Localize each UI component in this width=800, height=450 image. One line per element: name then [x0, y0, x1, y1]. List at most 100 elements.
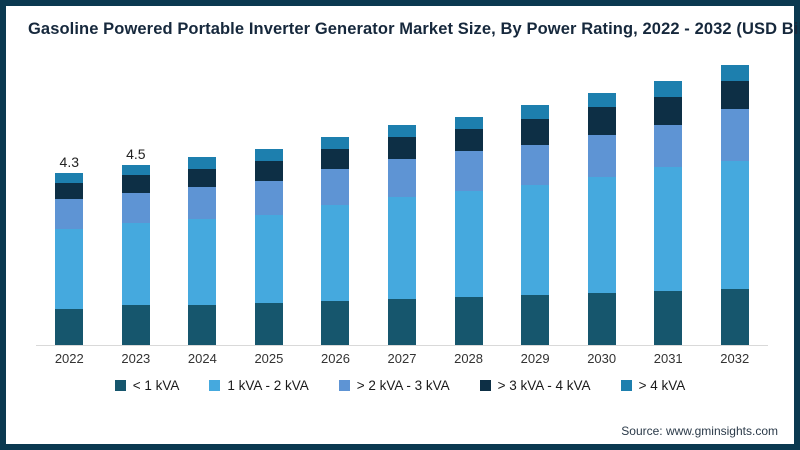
- bar-group-2024: [169, 157, 236, 345]
- bar-segment: [654, 125, 683, 167]
- bar-segment: [720, 109, 749, 161]
- x-tick-label-2031: 2031: [653, 351, 683, 366]
- bar-segment: [720, 161, 749, 289]
- stacked-bar-2028: [454, 117, 483, 345]
- bar-segment: [587, 177, 616, 293]
- bar-group-2029: [502, 105, 569, 345]
- legend-item: < 1 kVA: [114, 378, 180, 393]
- legend-swatch-icon: [114, 380, 126, 391]
- bar-segment: [121, 175, 150, 193]
- bar-value-label-2022: 4.3: [59, 154, 79, 170]
- bar-segment: [55, 199, 84, 229]
- bar-value-label-2023: 4.5: [126, 146, 146, 162]
- bar-segment: [388, 299, 416, 345]
- bar-segment: [587, 107, 616, 135]
- legend: < 1 kVA 1 kVA - 2 kVA > 2 kVA - 3 kVA > 3 k…: [6, 378, 794, 393]
- bar-segment: [587, 293, 616, 345]
- stacked-bar-2025: [254, 149, 283, 345]
- source-attribution: Source: www.gminsights.com: [621, 424, 778, 438]
- bar-segment: [254, 303, 283, 345]
- legend-label: < 1 kVA: [132, 378, 180, 393]
- x-tick-label-2023: 2023: [121, 351, 151, 366]
- bar-segment: [654, 81, 683, 97]
- stacked-bar-2029: [521, 105, 550, 345]
- bar-segment: [454, 297, 483, 345]
- x-tick-label-2028: 2028: [454, 351, 484, 366]
- stacked-bar-2026: [321, 137, 350, 345]
- bar-segment: [121, 165, 150, 175]
- bar-segment: [388, 125, 416, 137]
- bar-segment: [188, 219, 217, 305]
- legend-swatch-icon: [620, 380, 632, 391]
- bar-group-2030: [568, 93, 635, 345]
- stacked-bar-2022: [55, 173, 84, 345]
- legend-swatch-icon: [209, 380, 221, 391]
- bar-segment: [454, 117, 483, 129]
- stacked-bar-2031: [654, 81, 683, 345]
- bar-segment: [321, 169, 350, 205]
- stacked-bar-2030: [587, 93, 616, 345]
- bar-segment: [388, 197, 416, 299]
- bar-segment: [454, 191, 483, 297]
- bar-segment: [521, 295, 550, 345]
- stacked-bar-2023: [121, 165, 150, 345]
- bar-segment: [188, 305, 217, 345]
- bar-group-2025: [236, 149, 303, 345]
- bar-group-2031: [635, 81, 702, 345]
- bar-group-2022: 4.3: [36, 154, 103, 345]
- bar-segment: [55, 183, 84, 199]
- bar-segment: [587, 135, 616, 177]
- x-tick-label-2026: 2026: [321, 351, 350, 366]
- bar-segment: [654, 167, 683, 291]
- bar-segment: [521, 119, 550, 145]
- legend-item: 1 kVA - 2 kVA: [209, 378, 309, 393]
- bar-segment: [521, 185, 550, 295]
- bar-segment: [55, 173, 84, 183]
- bar-segment: [254, 215, 283, 303]
- x-tick-label-2029: 2029: [520, 351, 550, 366]
- plot-area: 4.3 4.5: [36, 39, 768, 346]
- legend-swatch-icon: [479, 380, 491, 391]
- bar-segment: [388, 137, 416, 159]
- bar-group-2032: [701, 65, 768, 345]
- legend-label: > 2 kVA - 3 kVA: [356, 378, 450, 393]
- bar-segment: [521, 105, 550, 119]
- bar-segment: [321, 149, 350, 169]
- bar-segment: [121, 305, 150, 345]
- legend-label: 1 kVA - 2 kVA: [227, 378, 309, 393]
- x-axis-labels: 2022 2023 2024 2025 2026 2027 2028 2029 2030 2031…: [36, 351, 768, 366]
- bar-segment: [188, 157, 217, 169]
- bar-segment: [321, 205, 350, 301]
- bar-segment: [121, 223, 150, 305]
- stacked-bar-2024: [188, 157, 217, 345]
- bar-segment: [254, 181, 283, 215]
- bar-segment: [654, 97, 683, 125]
- legend-label: > 4 kVA: [638, 378, 686, 393]
- x-tick-label-2030: 2030: [587, 351, 617, 366]
- bar-segment: [720, 65, 749, 81]
- stacked-bar-2027: [388, 125, 416, 345]
- bar-segment: [521, 145, 550, 185]
- legend-item: > 2 kVA - 3 kVA: [338, 378, 450, 393]
- bar-segment: [454, 151, 483, 191]
- x-tick-label-2032: 2032: [720, 351, 750, 366]
- x-tick-label-2025: 2025: [254, 351, 284, 366]
- x-tick-label-2027: 2027: [387, 351, 417, 366]
- bar-segment: [55, 229, 84, 309]
- stacked-bar-2032: [720, 65, 749, 345]
- bar-segment: [121, 193, 150, 223]
- bar-segment: [720, 289, 749, 345]
- bar-segment: [254, 161, 283, 181]
- x-tick-label-2022: 2022: [54, 351, 84, 366]
- bar-segment: [454, 129, 483, 151]
- chart-title: Gasoline Powered Portable Inverter Gener…: [28, 20, 800, 38]
- bar-segment: [321, 137, 350, 149]
- bar-group-2028: [435, 117, 502, 345]
- bar-segment: [55, 309, 84, 345]
- x-tick-label-2024: 2024: [187, 351, 217, 366]
- bar-segment: [254, 149, 283, 161]
- bar-group-2027: [369, 125, 436, 345]
- bar-segment: [188, 169, 217, 187]
- bar-segment: [654, 291, 683, 345]
